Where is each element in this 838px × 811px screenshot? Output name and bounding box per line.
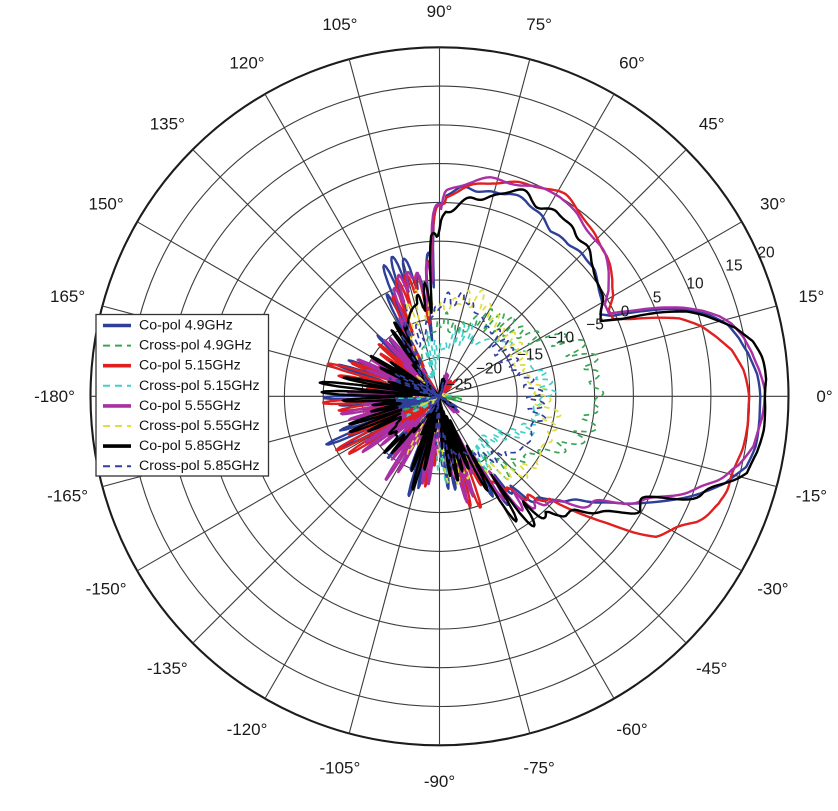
svg-text:-30°: -30° [757, 579, 788, 598]
svg-text:20: 20 [757, 245, 775, 262]
svg-text:-105°: -105° [319, 759, 360, 778]
svg-text:-150°: -150° [86, 579, 127, 598]
svg-text:−5: −5 [586, 317, 604, 334]
svg-text:-15°: -15° [796, 486, 827, 505]
svg-text:Cross-pol 5.85GHz: Cross-pol 5.85GHz [139, 458, 260, 474]
svg-text:0: 0 [621, 304, 630, 321]
svg-text:15°: 15° [799, 287, 825, 306]
svg-text:Co-pol 5.55GHz: Co-pol 5.55GHz [139, 398, 241, 414]
svg-text:-90°: -90° [424, 772, 455, 791]
svg-text:Cross-pol 4.9GHz: Cross-pol 4.9GHz [139, 338, 252, 354]
svg-text:Co-pol 5.85GHz: Co-pol 5.85GHz [139, 438, 241, 454]
svg-text:30°: 30° [760, 194, 786, 213]
svg-text:120°: 120° [229, 53, 264, 72]
svg-text:-135°: -135° [147, 659, 188, 678]
svg-text:105°: 105° [322, 15, 357, 34]
svg-text:165°: 165° [50, 287, 85, 306]
svg-text:-165°: -165° [47, 486, 88, 505]
svg-text:-75°: -75° [523, 759, 554, 778]
svg-text:10: 10 [686, 276, 704, 293]
svg-text:135°: 135° [150, 115, 185, 134]
svg-text:45°: 45° [699, 115, 725, 134]
svg-text:−25: −25 [446, 377, 472, 394]
svg-text:Cross-pol 5.55GHz: Cross-pol 5.55GHz [139, 418, 260, 434]
svg-text:-120°: -120° [227, 720, 268, 739]
svg-text:150°: 150° [89, 194, 124, 213]
svg-text:5: 5 [653, 290, 662, 307]
svg-text:−15: −15 [517, 347, 543, 364]
svg-text:15: 15 [725, 258, 742, 275]
svg-text:90°: 90° [427, 2, 453, 21]
svg-text:-180°: -180° [34, 387, 75, 406]
svg-text:−10: −10 [548, 330, 575, 347]
svg-text:-60°: -60° [616, 720, 647, 739]
svg-text:-45°: -45° [696, 659, 727, 678]
svg-text:Co-pol 5.15GHz: Co-pol 5.15GHz [139, 358, 241, 374]
svg-text:75°: 75° [526, 15, 552, 34]
svg-text:Cross-pol 5.15GHz: Cross-pol 5.15GHz [139, 378, 260, 394]
svg-text:0°: 0° [816, 387, 832, 406]
svg-text:Co-pol 4.9GHz: Co-pol 4.9GHz [139, 318, 233, 334]
svg-text:60°: 60° [619, 53, 645, 72]
svg-text:−20: −20 [476, 361, 503, 378]
